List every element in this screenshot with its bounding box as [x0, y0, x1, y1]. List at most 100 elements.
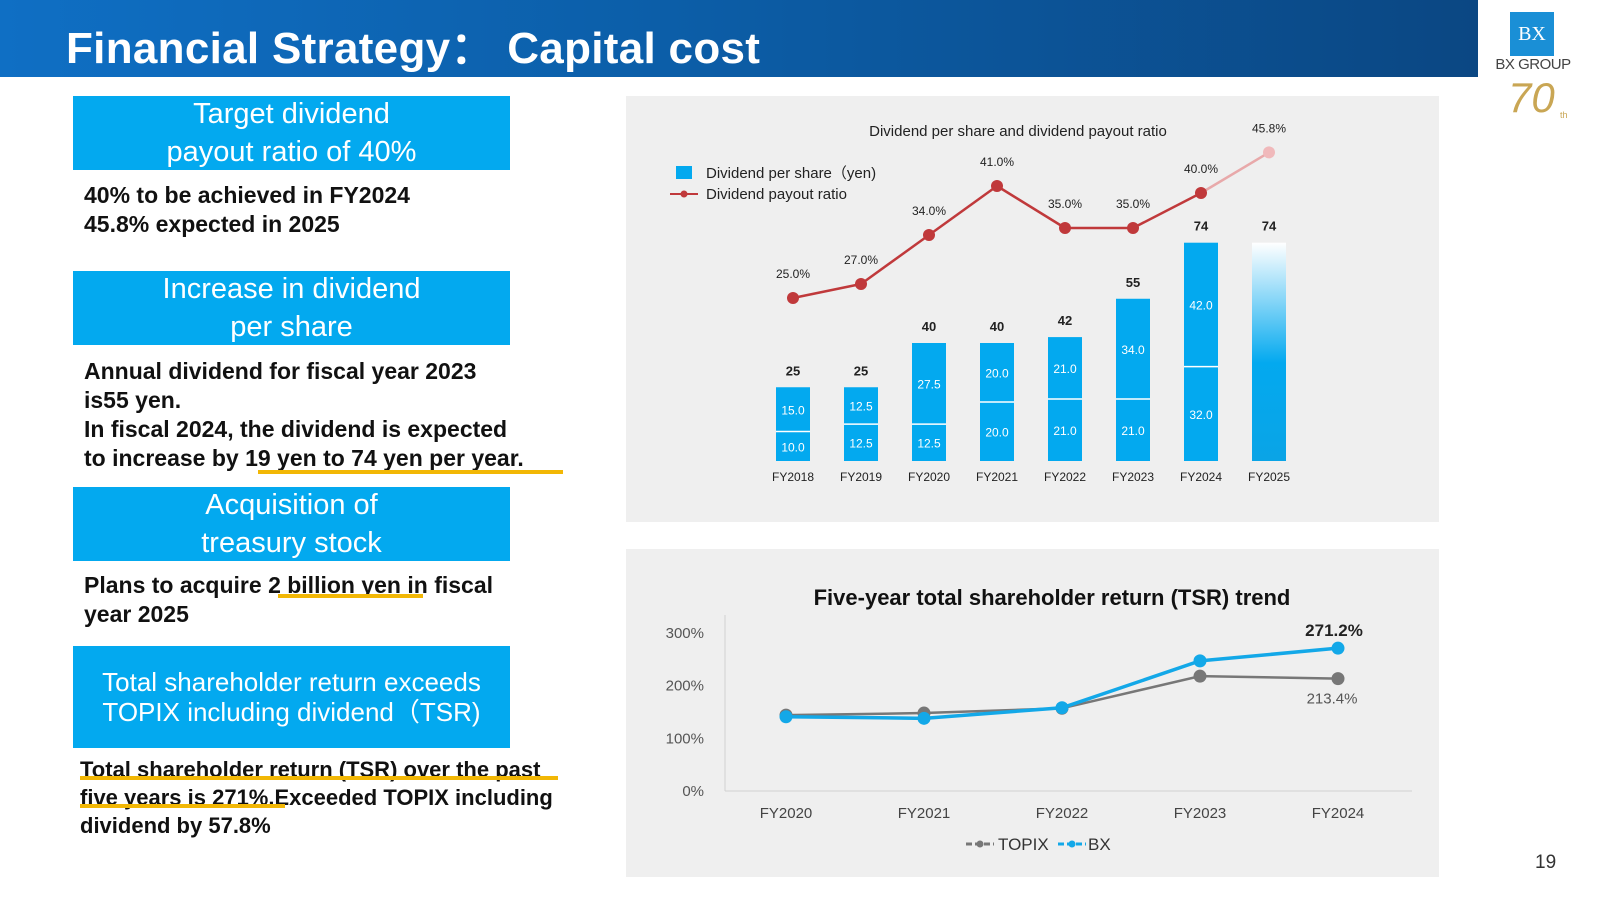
dps-bar-lower — [844, 424, 878, 461]
treasury-stock-highlight: 2 billion yen — [268, 572, 401, 598]
highlight-underline — [80, 776, 558, 780]
dps-bar-lower-label: 20.0 — [985, 426, 1009, 440]
legend-dps-label: Dividend per share（yen) — [706, 165, 876, 182]
ratio-line-segment — [792, 282, 862, 300]
dps-bar-lower — [1184, 366, 1218, 461]
bx-group-logo: BX BX GROUP 70 th — [1488, 8, 1596, 120]
dps-bar-lower — [1116, 399, 1150, 461]
tsr-y-tick: 200% — [666, 678, 704, 695]
tsr-point-bx — [1055, 701, 1069, 715]
dps-bar-lower-label: 12.5 — [917, 437, 941, 451]
dividend-increase-highlight: 19 yen to 74 yen per year — [245, 445, 518, 471]
target-payout-title-box: Target dividend payout ratio of 40% — [73, 96, 510, 170]
anniversary-70-icon: 70 th — [1508, 74, 1568, 120]
page-title: Financial Strategy： Capital cost — [66, 24, 761, 73]
x-tick-label: FY2020 — [908, 470, 950, 484]
treasury-stock-text: Plans to acquire 2 billion yen in fiscal… — [84, 572, 494, 627]
tsr-chart: Five-year total shareholder return (TSR)… — [666, 585, 1412, 854]
tsr-x-tick: FY2023 — [1174, 805, 1227, 822]
legend-bx-marker — [1068, 840, 1076, 848]
legend-bx-label: BX — [1088, 835, 1111, 854]
dividend-chart-panel: Dividend per share and dividend payout r… — [626, 96, 1439, 522]
dps-bar-upper — [980, 343, 1014, 402]
ratio-point — [1195, 187, 1207, 199]
dps-bar-upper-label: 34.0 — [1121, 343, 1145, 357]
tsr-topix-end-label: 213.4% — [1307, 691, 1358, 708]
x-tick-label: FY2021 — [976, 470, 1018, 484]
ratio-label: 41.0% — [980, 155, 1014, 169]
dps-total-label: 25 — [854, 363, 868, 378]
dps-bar-upper-label: 12.5 — [849, 400, 873, 414]
ratio-line-segment — [860, 233, 930, 286]
ratio-line-segment — [996, 184, 1066, 230]
dps-bar-upper-label: 20.0 — [985, 367, 1009, 381]
dps-bar-upper — [1184, 242, 1218, 367]
dps-total-label: 40 — [990, 319, 1004, 334]
header-bar: Financial Strategy： Capital cost — [0, 0, 1478, 77]
dps-bar-upper-label: 27.5 — [917, 378, 941, 392]
ratio-label: 35.0% — [1048, 197, 1082, 211]
dividend-increase-text: Annual dividend for fiscal year 2023 is5… — [84, 358, 524, 471]
ratio-line-segment — [928, 184, 998, 237]
x-tick-label: FY2018 — [772, 470, 814, 484]
ratio-label: 35.0% — [1116, 197, 1150, 211]
legend-dps-swatch — [676, 166, 692, 179]
dps-total-label: 74 — [1194, 219, 1209, 234]
dps-bar-upper — [912, 343, 946, 425]
dps-bar-lower-label: 32.0 — [1189, 408, 1213, 422]
dps-bar-upper-label: 21.0 — [1053, 362, 1077, 376]
dps-bar-forecast — [1252, 242, 1286, 461]
tsr-point-bx — [779, 710, 793, 724]
dps-bar-lower — [776, 431, 810, 461]
ratio-label: 45.8% — [1252, 121, 1286, 135]
dps-bar-upper-label: 15.0 — [781, 403, 805, 417]
tsr-chart-panel: Five-year total shareholder return (TSR)… — [626, 549, 1439, 877]
x-tick-label: FY2019 — [840, 470, 882, 484]
dps-bar-upper — [844, 387, 878, 425]
highlight-underline — [80, 804, 285, 808]
tsr-point-bx — [917, 711, 931, 725]
ratio-line-segment — [1200, 151, 1270, 195]
ratio-point — [855, 278, 867, 290]
dividend-increase-title-box: Increase in dividend per share — [73, 271, 510, 345]
dps-bar-lower-label: 21.0 — [1121, 424, 1145, 438]
dps-bar-lower-label: 21.0 — [1053, 424, 1077, 438]
tsr-text: Total shareholder return (TSR) over the … — [80, 757, 553, 838]
highlight-underline — [278, 594, 423, 598]
treasury-stock-title-box: Acquisition of treasury stock — [73, 487, 510, 561]
dps-total-label: 74 — [1262, 219, 1277, 234]
tsr-point-topix — [1331, 672, 1345, 686]
dps-total-label: 25 — [786, 363, 800, 378]
dps-bar-lower-label: 10.0 — [781, 440, 805, 454]
dps-bar-upper-label: 42.0 — [1189, 299, 1213, 313]
dps-total-label: 40 — [922, 319, 936, 334]
ratio-label: 34.0% — [912, 204, 946, 218]
dps-bar-upper — [1048, 337, 1082, 400]
x-tick-label: FY2023 — [1112, 470, 1154, 484]
ratio-point — [991, 180, 1003, 192]
ratio-label: 40.0% — [1184, 162, 1218, 176]
ratio-line-segment — [1132, 191, 1202, 230]
ratio-point — [923, 229, 935, 241]
tsr-chart-title: Five-year total shareholder return (TSR)… — [814, 585, 1291, 610]
tsr-point-topix — [1193, 669, 1207, 683]
dividend-chart: Dividend per share and dividend payout r… — [670, 121, 1290, 484]
tsr-x-tick: FY2024 — [1312, 805, 1365, 822]
tsr-x-tick: FY2020 — [760, 805, 813, 822]
target-payout-text: 40% to be achieved in FY2024 45.8% expec… — [84, 182, 410, 237]
legend-ratio-marker — [680, 190, 688, 198]
dps-bar-lower — [980, 402, 1014, 461]
bx-logo-mark: BX — [1510, 12, 1554, 56]
x-tick-label: FY2024 — [1180, 470, 1222, 484]
page-number: 19 — [1535, 852, 1557, 873]
legend-topix-label: TOPIX — [998, 835, 1049, 854]
svg-text:70: 70 — [1508, 74, 1555, 120]
dps-bar-upper — [1116, 298, 1150, 400]
tsr-y-tick: 300% — [666, 625, 704, 642]
tsr-title-box: Total shareholder return exceeds TOPIX in… — [73, 646, 510, 748]
dps-total-label: 42 — [1058, 313, 1072, 328]
ratio-point — [1059, 222, 1071, 234]
tsr-x-tick: FY2021 — [898, 805, 951, 822]
legend-ratio-label: Dividend payout ratio — [706, 186, 847, 203]
bx-logo-name: BX GROUP — [1495, 56, 1571, 73]
